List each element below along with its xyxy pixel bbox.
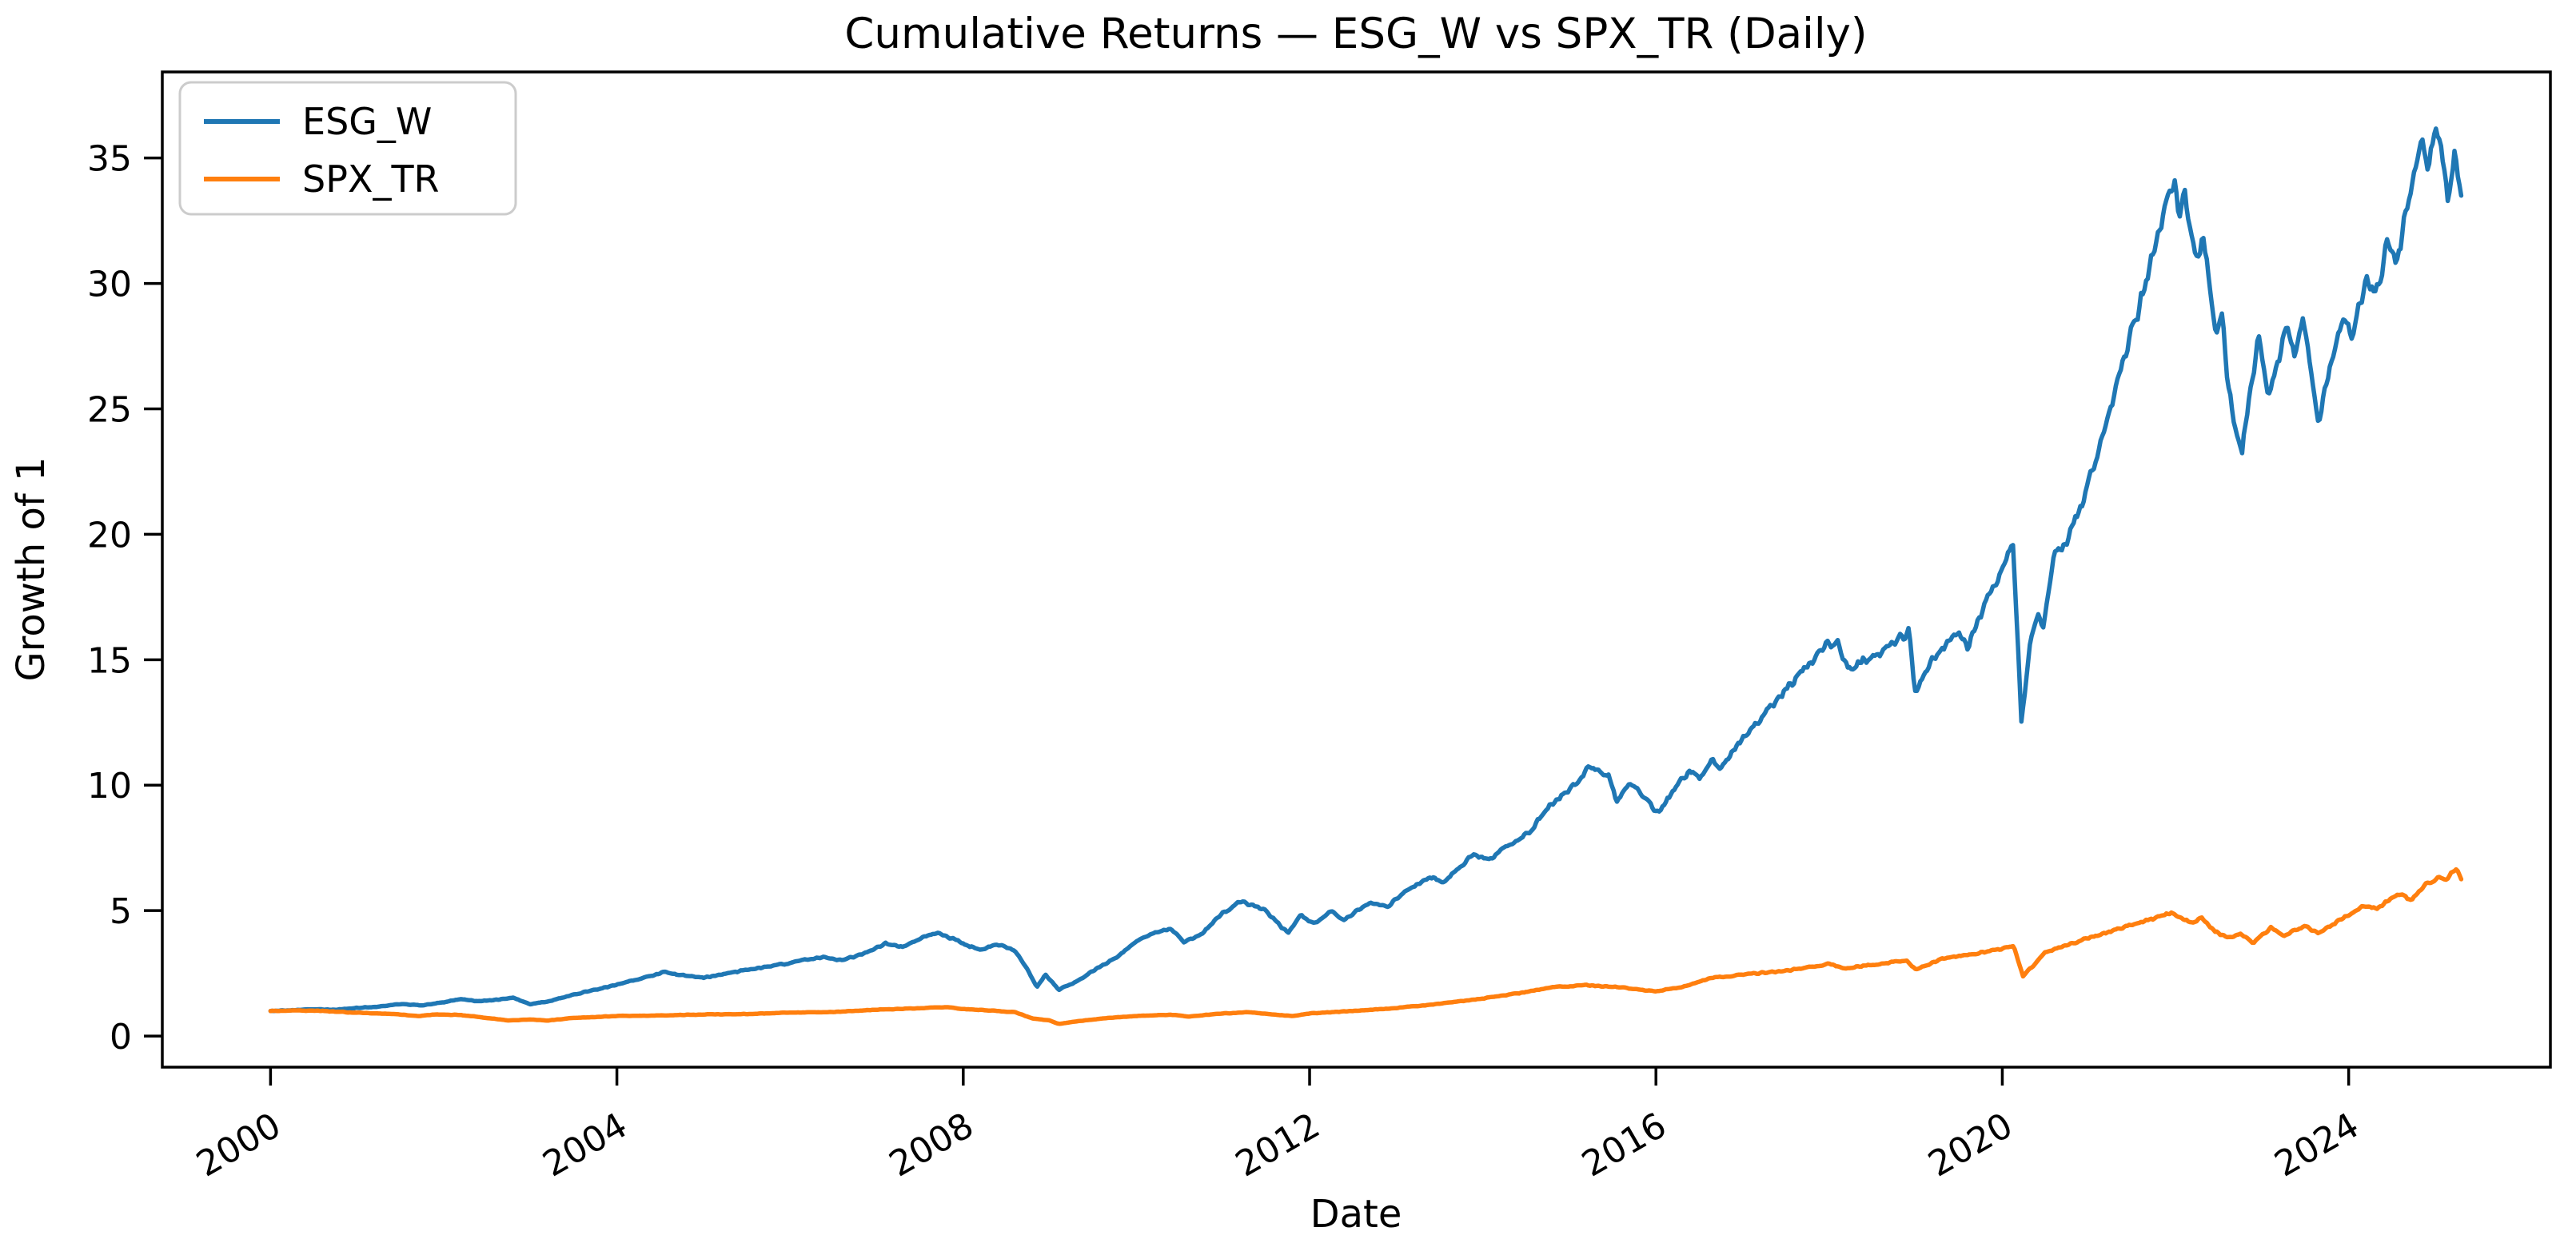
y-tick-label: 10: [87, 766, 132, 807]
legend-entry-spx-tr: SPX_TR: [204, 157, 440, 201]
legend: ESG_W SPX_TR: [178, 81, 517, 216]
y-tick-label: 35: [87, 139, 132, 180]
axis-ticks: 0 5 10 15 20 25 30 35 2000 2004 2008 2012 2016 2020 20…: [87, 139, 2366, 1185]
y-tick-label: 25: [87, 389, 132, 430]
chart-title: Cumulative Returns — ESG_W vs SPX_TR (Da…: [844, 10, 1867, 58]
x-tick-label: 2004: [536, 1105, 634, 1185]
y-tick-label: 0: [110, 1017, 132, 1058]
x-tick-label: 2016: [1575, 1105, 1673, 1185]
series-line-esg-w: [268, 126, 2464, 1014]
plot-area: [161, 70, 2552, 1069]
legend-label-esg-w: ESG_W: [302, 100, 432, 143]
x-tick-label: 2008: [883, 1105, 980, 1185]
legend-label-spx-tr: SPX_TR: [302, 157, 440, 201]
x-tick-label: 2020: [1921, 1105, 2019, 1185]
y-tick-label: 30: [87, 265, 132, 305]
x-tick-label: 2000: [189, 1105, 287, 1185]
x-axis-label: Date: [1310, 1192, 1402, 1237]
x-tick-label: 2012: [1229, 1105, 1326, 1185]
y-axis-label: Growth of 1: [9, 456, 54, 681]
y-tick-label: 20: [87, 515, 132, 556]
series-line-spx-tr: [268, 867, 2464, 1026]
y-tick-label: 5: [110, 891, 132, 932]
series-lines: [268, 126, 2464, 1026]
legend-entry-esg-w: ESG_W: [204, 100, 432, 143]
y-tick-label: 15: [87, 640, 132, 681]
x-tick-label: 2024: [2268, 1105, 2366, 1185]
